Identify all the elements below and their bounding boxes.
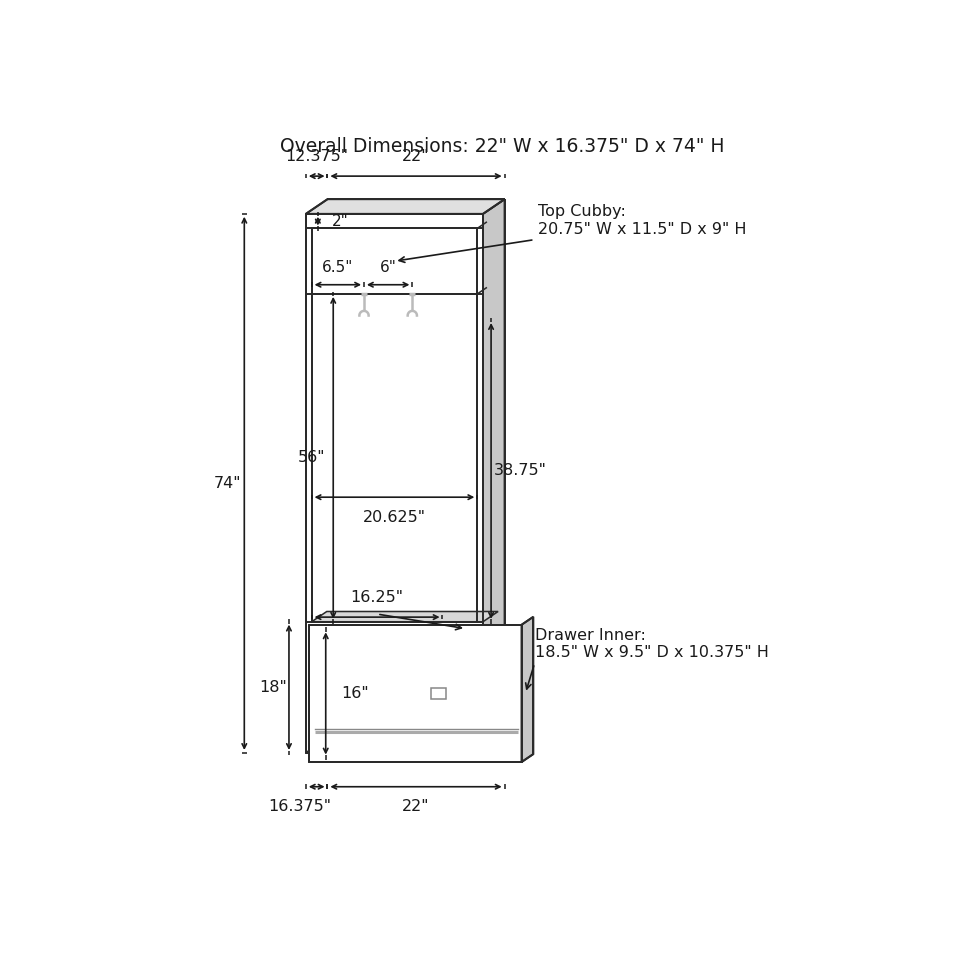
Text: 2": 2" — [331, 214, 349, 228]
Text: 16": 16" — [341, 686, 368, 701]
Polygon shape — [312, 294, 477, 621]
Text: 16.25": 16.25" — [351, 590, 404, 605]
Polygon shape — [312, 228, 477, 294]
Text: 6": 6" — [379, 261, 397, 275]
Polygon shape — [306, 199, 505, 214]
Text: 56": 56" — [298, 451, 325, 465]
Polygon shape — [306, 214, 483, 753]
Text: 6.5": 6.5" — [322, 261, 354, 275]
Polygon shape — [312, 612, 498, 621]
Text: Drawer Inner:
18.5" W x 9.5" D x 10.375" H: Drawer Inner: 18.5" W x 9.5" D x 10.375"… — [535, 628, 768, 661]
Text: 74": 74" — [214, 476, 241, 491]
Text: 18": 18" — [260, 680, 287, 695]
Text: 20.625": 20.625" — [363, 510, 426, 524]
Text: 38.75": 38.75" — [494, 464, 547, 478]
Text: 22": 22" — [402, 799, 430, 814]
Polygon shape — [430, 688, 446, 699]
Text: 16.375": 16.375" — [269, 799, 331, 814]
Polygon shape — [483, 199, 505, 753]
Text: Overall Dimensions: 22" W x 16.375" D x 74" H: Overall Dimensions: 22" W x 16.375" D x … — [280, 137, 724, 156]
Text: 22": 22" — [402, 149, 430, 164]
Text: Top Cubby:
20.75" W x 11.5" D x 9" H: Top Cubby: 20.75" W x 11.5" D x 9" H — [538, 204, 747, 236]
Polygon shape — [309, 625, 521, 762]
Polygon shape — [521, 616, 533, 762]
Text: 12.375": 12.375" — [285, 149, 348, 164]
